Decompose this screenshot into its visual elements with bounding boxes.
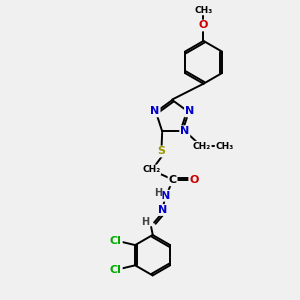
Text: H: H	[154, 188, 162, 198]
Text: S: S	[158, 146, 166, 157]
Text: N: N	[158, 205, 167, 215]
Text: CH₂: CH₂	[142, 165, 160, 174]
Text: CH₂: CH₂	[193, 142, 211, 151]
Text: Cl: Cl	[110, 236, 122, 246]
Text: Cl: Cl	[110, 265, 122, 275]
Text: N: N	[150, 106, 160, 116]
Text: O: O	[199, 20, 208, 31]
Text: N: N	[185, 106, 194, 116]
Text: N: N	[180, 126, 189, 136]
Text: O: O	[189, 175, 199, 185]
Text: H: H	[141, 218, 149, 227]
Text: CH₃: CH₃	[215, 142, 234, 151]
Text: CH₃: CH₃	[194, 5, 213, 14]
Text: C: C	[169, 175, 177, 185]
Text: N: N	[161, 191, 171, 201]
